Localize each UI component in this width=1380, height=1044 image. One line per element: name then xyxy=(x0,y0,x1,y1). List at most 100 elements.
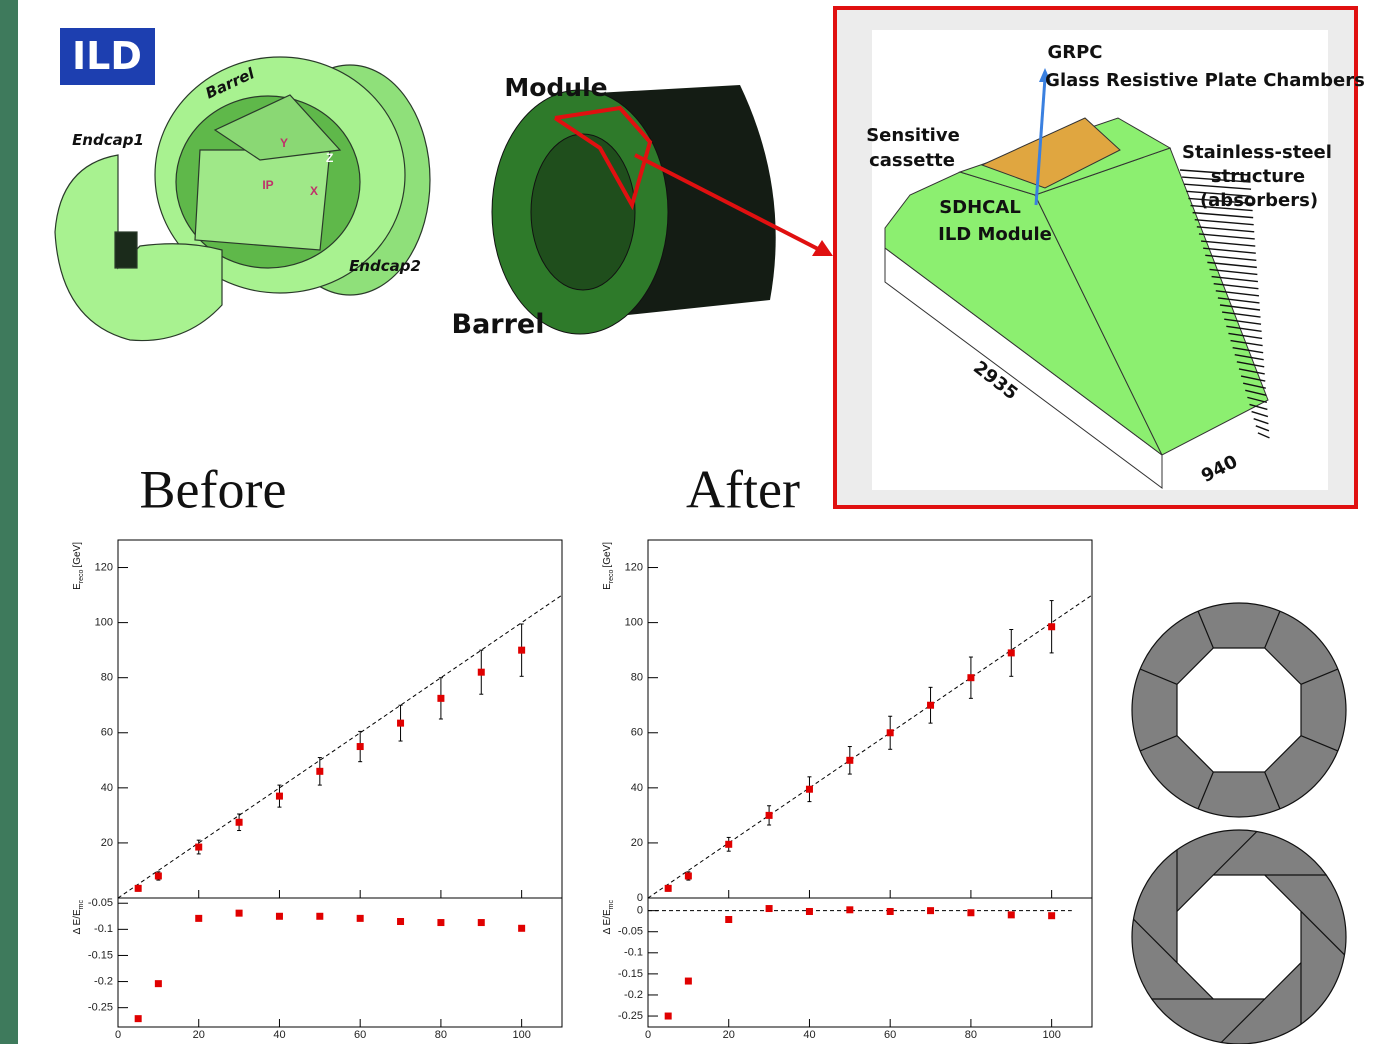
plot-frame xyxy=(648,540,1092,898)
reference-line xyxy=(648,595,1092,898)
y-tick-label: -0.1 xyxy=(94,923,113,935)
y-tick-label: 80 xyxy=(631,672,643,684)
y-label-text: Δ E/E xyxy=(72,909,83,934)
endcap1-label: Endcap1 xyxy=(72,131,144,149)
ring-hole xyxy=(1177,875,1301,999)
x-tick-label: 20 xyxy=(723,1029,735,1041)
x-tick-label: 0 xyxy=(115,1029,121,1041)
y-label-sub: reco xyxy=(78,569,85,583)
y-axis-label: Δ E/Emc xyxy=(72,900,85,935)
y-tick-label: 100 xyxy=(625,617,643,629)
y-tick-label: -0.2 xyxy=(624,989,643,1001)
y-tick-label: 60 xyxy=(631,727,643,739)
data-point xyxy=(437,695,444,702)
x-tick-label: 40 xyxy=(803,1029,815,1041)
data-point xyxy=(806,786,813,793)
y-tick-label: -0.1 xyxy=(624,947,643,959)
data-point xyxy=(927,907,934,914)
data-point xyxy=(725,916,732,923)
y-axis-label: Ereco[GeV] xyxy=(72,542,85,590)
side-bar xyxy=(0,0,18,1044)
data-point xyxy=(478,669,485,676)
x-tick-label: 40 xyxy=(273,1029,285,1041)
y-tick-label: 0 xyxy=(637,892,643,904)
charts: BeforeEreco[GeV]20406080100120Δ E/Emc-0.… xyxy=(72,459,1092,1041)
data-point xyxy=(276,913,283,920)
structure-label: structure xyxy=(1211,166,1305,187)
data-point xyxy=(665,1013,672,1020)
y-tick-label: 120 xyxy=(95,561,113,573)
data-point xyxy=(846,906,853,913)
endcap2-label: Endcap2 xyxy=(349,257,421,275)
y-label-unit: [GeV] xyxy=(602,542,613,568)
data-point xyxy=(1048,912,1055,919)
data-point xyxy=(195,915,202,922)
chart-title: After xyxy=(686,459,800,519)
x-tick-label: 0 xyxy=(645,1029,651,1041)
data-point xyxy=(665,885,672,892)
y-tick-label: -0.15 xyxy=(618,968,643,980)
y-label-sub: reco xyxy=(608,569,615,583)
y-tick-label: 0 xyxy=(637,905,643,917)
y-axis-label: Δ E/Emc xyxy=(602,900,615,935)
data-point xyxy=(236,819,243,826)
y-tick-label: -0.25 xyxy=(618,1010,643,1022)
y-tick-label: 80 xyxy=(101,672,113,684)
y-tick-label: -0.15 xyxy=(88,949,113,961)
structure-label: Stainless-steel xyxy=(1182,142,1332,163)
x-tick-label: 20 xyxy=(193,1029,205,1041)
data-point xyxy=(725,841,732,848)
y-tick-label: 20 xyxy=(631,837,643,849)
data-point xyxy=(927,702,934,709)
plot-frame xyxy=(118,540,562,898)
data-point xyxy=(846,757,853,764)
data-point xyxy=(155,980,162,987)
data-point xyxy=(135,1015,142,1022)
grpc-label: GRPC xyxy=(1047,42,1102,63)
data-point xyxy=(967,909,974,916)
barrel-label: Barrel xyxy=(452,309,545,340)
x-tick-label: 60 xyxy=(884,1029,896,1041)
data-point xyxy=(887,729,894,736)
x-tick-label: 60 xyxy=(354,1029,366,1041)
y-tick-label: 40 xyxy=(631,782,643,794)
data-point xyxy=(685,872,692,879)
data-point xyxy=(236,910,243,917)
y-tick-label: -0.05 xyxy=(88,897,113,909)
x-tick-label: 80 xyxy=(435,1029,447,1041)
cassette-label: Sensitive xyxy=(866,125,960,146)
y-tick-label: 20 xyxy=(101,837,113,849)
y-tick-label: -0.2 xyxy=(94,975,113,987)
x-tick-label: 80 xyxy=(965,1029,977,1041)
chart-title: Before xyxy=(140,459,287,519)
barrel-drawing xyxy=(492,85,833,334)
ring-diagrams xyxy=(1132,603,1346,1044)
axis-label: Z xyxy=(326,151,333,165)
data-point xyxy=(135,885,142,892)
data-point xyxy=(887,908,894,915)
data-point xyxy=(155,872,162,879)
data-point xyxy=(478,919,485,926)
data-point xyxy=(766,905,773,912)
y-axis-label: Ereco[GeV] xyxy=(602,542,615,590)
data-point xyxy=(1008,911,1015,918)
data-point xyxy=(397,720,404,727)
y-label-sub: mc xyxy=(78,900,85,910)
structure-label: (absorbers) xyxy=(1200,190,1318,211)
data-point xyxy=(967,674,974,681)
y-label-text: Δ E/E xyxy=(602,909,613,934)
logo-text: ILD xyxy=(72,34,142,78)
data-point xyxy=(518,925,525,932)
cassette-label: cassette xyxy=(869,150,955,171)
data-point xyxy=(316,768,323,775)
data-point xyxy=(806,908,813,915)
data-point xyxy=(357,743,364,750)
axis-label: X xyxy=(310,184,318,198)
ip-label: IP xyxy=(262,178,273,192)
y-label-sub: mc xyxy=(608,900,615,910)
x-tick-label: 100 xyxy=(1042,1029,1060,1041)
y-tick-label: -0.05 xyxy=(618,926,643,938)
y-label-unit: [GeV] xyxy=(72,542,83,568)
detector-drawing xyxy=(55,57,430,341)
y-tick-label: 60 xyxy=(101,727,113,739)
